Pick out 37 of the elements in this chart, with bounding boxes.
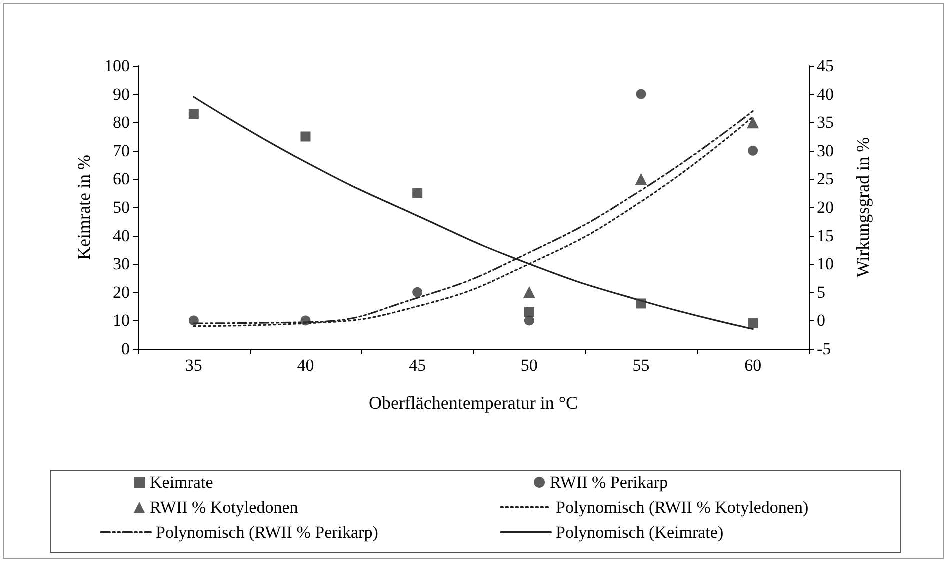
y-tick-label: 20 [113,282,130,302]
y-tick-label: 50 [113,198,130,217]
y-tick-label: 10 [113,311,130,330]
y-axis-title: Keimrate in % [74,155,94,260]
y2-tick-label: -5 [817,340,832,358]
x-tick-label: 50 [520,356,538,375]
y2-tick-label: 20 [817,198,834,217]
x-tick-label: 35 [185,356,202,375]
x-axis-title: Oberflächentemperatur in °C [368,393,578,413]
y-tick-label: 80 [113,113,130,132]
x-tick-label: 60 [744,356,762,375]
x-tick-label: 55 [632,356,650,375]
legend-label: Polynomisch (RWII % Perikarp) [156,523,378,542]
y-tick-label: 70 [113,141,130,160]
legend-label: RWII % Perikarp [550,473,668,492]
y-tick-label: 30 [113,254,130,274]
y-tick-label: 90 [113,84,130,104]
y2-tick-label: 45 [817,56,834,76]
y2-axis-title: Wirkungsgrad in % [853,137,873,278]
y2-tick-label: 15 [817,226,834,246]
y2-tick-label: 30 [817,141,834,160]
x-tick-label: 40 [297,356,314,375]
y2-tick-label: 40 [817,84,834,104]
y-tick-label: 60 [113,170,130,189]
y2-tick-label: 5 [817,282,826,302]
y-tick-label: 0 [122,340,130,358]
y2-tick-label: 35 [817,113,834,132]
y2-tick-label: 25 [817,170,834,189]
y2-tick-label: 10 [817,254,834,274]
legend-label: Keimrate [150,473,214,492]
y-tick-label: 40 [113,226,130,246]
x-tick-label: 45 [409,356,426,375]
legend-label: RWII % Kotyledonen [150,498,299,517]
legend-label: Polynomisch (Keimrate) [556,523,724,542]
y2-tick-label: 0 [817,311,826,330]
y-tick-label: 100 [104,56,130,76]
legend-label: Polynomisch (RWII % Kotyledonen) [556,498,809,517]
